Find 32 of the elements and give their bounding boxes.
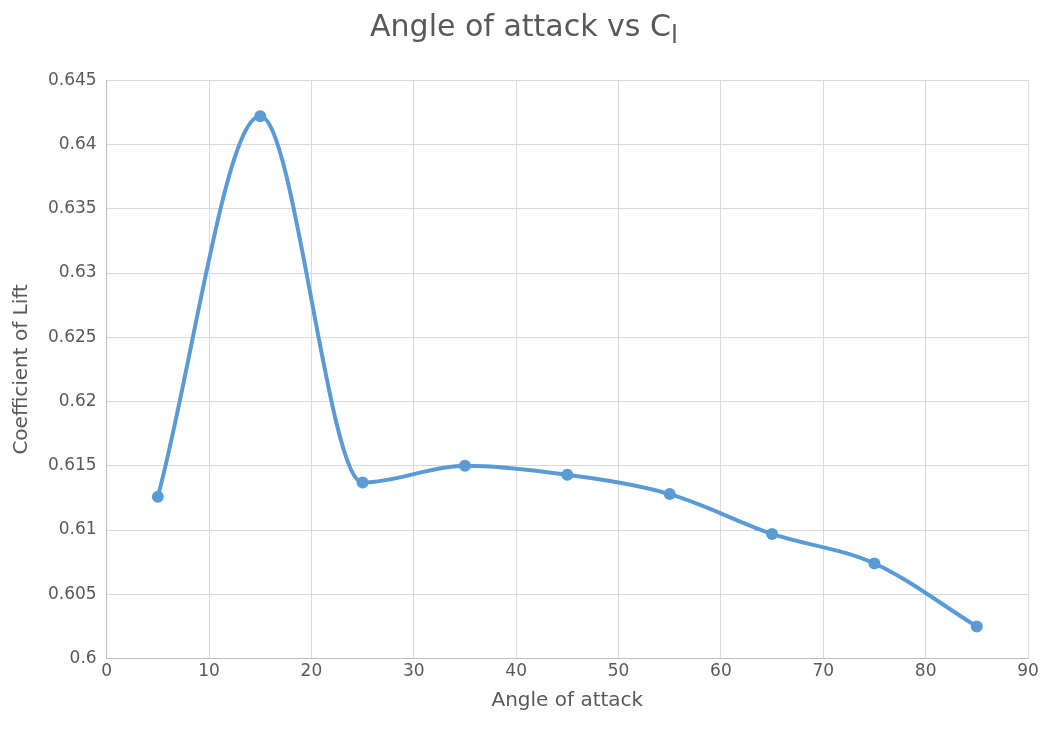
chart-title: Angle of attack vs C$_{l}$ — [369, 8, 679, 49]
x-tick-label: 40 — [505, 660, 527, 681]
point — [356, 476, 369, 489]
y-tick-label: 0.605 — [48, 582, 97, 603]
y-tick-label: 0.64 — [58, 132, 97, 153]
x-tick-label: 80 — [914, 660, 937, 681]
point — [868, 557, 881, 570]
y-axis-title: Coefficient of Lift — [8, 284, 33, 455]
x-tick-label: 50 — [607, 660, 630, 681]
x-axis-title: Angle of attack — [491, 687, 644, 712]
y-tick-label: 0.615 — [48, 454, 97, 475]
y-tick-label: 0.63 — [58, 261, 97, 282]
x-tick-label: 20 — [300, 660, 323, 681]
point — [254, 110, 267, 123]
y-tick-label: 0.645 — [48, 68, 97, 89]
x-tick-label: 10 — [198, 660, 220, 681]
y-tick-label: 0.625 — [48, 325, 97, 346]
x-tick-label: 70 — [812, 660, 835, 681]
y-tick-label: 0.635 — [48, 197, 97, 218]
point — [970, 620, 983, 633]
point — [458, 459, 471, 472]
point — [766, 527, 779, 540]
x-tick-label: 90 — [1017, 660, 1039, 681]
x-tick-label: 30 — [402, 660, 425, 681]
y-tick-label: 0.62 — [58, 389, 97, 410]
y-tick-label: 0.61 — [58, 518, 97, 539]
point — [663, 488, 676, 501]
point — [561, 468, 574, 481]
point — [151, 490, 164, 503]
x-tick-label: 60 — [710, 660, 732, 681]
x-tick-label: 0 — [101, 660, 113, 681]
y-tick-label: 0.6 — [69, 647, 97, 668]
